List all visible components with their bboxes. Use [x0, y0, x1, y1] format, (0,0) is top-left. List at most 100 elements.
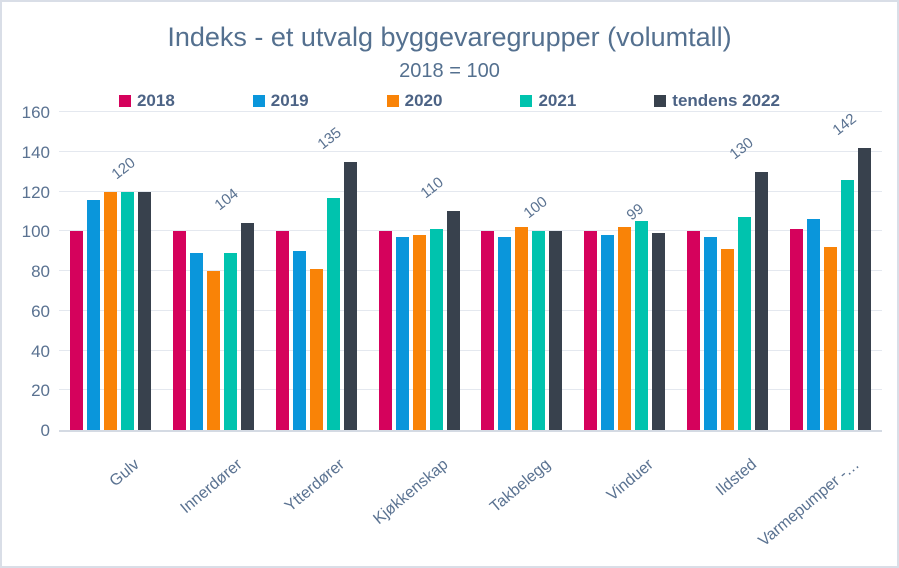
x-axis-label: Innerdører: [177, 456, 246, 518]
bar-2021: [738, 217, 752, 430]
bar-group-ytterdører: 135: [265, 112, 368, 430]
legend-label: 2020: [404, 91, 443, 110]
data-label-tendens-2022: 142: [829, 110, 860, 139]
chart-subtitle: 2018 = 100: [399, 60, 500, 82]
bar-2018: [69, 231, 83, 430]
bar-group-kjøkkenskap: 110: [368, 112, 471, 430]
x-axis-label: Gulv: [106, 456, 143, 491]
data-label-tendens-2022: 135: [314, 123, 345, 153]
legend-label: 2021: [538, 91, 577, 110]
bar-2020: [618, 227, 632, 430]
bar-group-ildsted: 130: [676, 112, 779, 430]
legend-swatch-icon: [118, 95, 131, 107]
bar-2021: [841, 179, 855, 430]
y-axis-tick-label: 120: [21, 182, 50, 202]
bar-2018: [584, 231, 598, 430]
x-axis-category-labels: Gulv Innerdører Ytterdører Kjøkkenskap Takbe…: [59, 444, 882, 564]
legend-item-2021: 2021: [520, 91, 576, 111]
legend: 2018 2019 2020 2021 tendens 2022: [2, 91, 897, 111]
y-axis-tick-label: 40: [31, 341, 50, 361]
data-label-tendens-2022: 100: [520, 193, 551, 223]
legend-swatch-icon: [386, 95, 399, 107]
bar-2018: [481, 231, 495, 430]
bar-tendens-2022: [858, 147, 872, 430]
gridline: [59, 349, 882, 351]
y-axis-tick-label: 0: [40, 421, 50, 440]
bar-tendens-2022: [343, 161, 357, 430]
legend-item-tendens-2022: tendens 2022: [654, 91, 780, 111]
bar-tendens-2022: [549, 231, 563, 430]
x-axis-label: Kjøkkenskap: [369, 456, 452, 528]
x-axis-label: Takbelegg: [487, 456, 554, 516]
bar-tendens-2022: [652, 233, 666, 430]
bar-2020: [824, 247, 838, 430]
bar-group-vinduer: 99: [573, 112, 676, 430]
legend-label: tendens 2022: [672, 91, 781, 110]
gridline: [59, 230, 882, 232]
x-axis-label: Vinduer: [603, 456, 657, 505]
bar-2019: [498, 237, 512, 430]
legend-swatch-icon: [252, 95, 265, 107]
bar-2018: [275, 231, 289, 430]
legend-label: 2018: [136, 91, 175, 110]
plot-area: 120 104 135 110 100 99 130 142: [59, 110, 882, 432]
bar-2020: [103, 191, 117, 430]
bar-2018: [172, 231, 186, 430]
y-axis-tick-label: 160: [21, 103, 50, 122]
bar-2021: [223, 253, 237, 430]
bar-2020: [412, 235, 426, 430]
y-axis-tick-label: 140: [21, 142, 50, 162]
gridline: [59, 270, 882, 271]
bar-2018: [790, 229, 804, 430]
bar-2021: [120, 191, 134, 430]
bar-2021: [635, 221, 649, 430]
x-axis-label: Varmepumper -…: [755, 456, 863, 550]
bar-group-takbelegg: 100: [471, 112, 574, 430]
y-axis-tick-labels: 0 20 40 60 80 100 120 140 160: [2, 103, 50, 440]
bar-2021: [326, 197, 340, 430]
bar-groups: 120 104 135 110 100 99 130 142: [59, 110, 882, 430]
x-axis-label: Ildsted: [712, 456, 760, 500]
y-axis-tick-label: 20: [31, 381, 50, 401]
legend-swatch-icon: [520, 95, 533, 107]
data-label-tendens-2022: 104: [211, 185, 243, 215]
data-label-tendens-2022: 130: [726, 133, 757, 163]
gridline: [59, 389, 882, 391]
bar-2021: [532, 231, 546, 430]
y-axis-tick-label: 100: [21, 222, 50, 242]
bar-2021: [429, 229, 443, 430]
bar-2020: [309, 269, 323, 430]
gridline: [59, 111, 882, 112]
bar-2019: [601, 235, 615, 430]
legend-item-2018: 2018: [118, 91, 175, 111]
bar-tendens-2022: [240, 223, 254, 430]
gridline: [59, 190, 882, 192]
bar-2019: [395, 237, 409, 430]
bar-2020: [515, 227, 529, 430]
bar-tendens-2022: [137, 191, 151, 430]
bar-2019: [704, 237, 718, 430]
bar-2019: [807, 219, 821, 430]
bar-2019: [86, 199, 100, 430]
data-label-tendens-2022: 110: [417, 174, 447, 203]
chart-title: Indeks - et utvalg byggevaregrupper (vol…: [167, 22, 732, 52]
bar-tendens-2022: [755, 171, 769, 430]
bar-2019: [189, 253, 203, 430]
legend-item-2019: 2019: [252, 91, 309, 111]
bar-2018: [687, 231, 701, 430]
gridline: [59, 309, 882, 311]
bar-tendens-2022: [446, 211, 460, 430]
legend-item-2020: 2020: [386, 91, 443, 111]
legend-swatch-icon: [654, 95, 667, 107]
bar-group-gulv: 120: [59, 112, 162, 430]
bar-2020: [721, 249, 735, 430]
x-axis-label: Ytterdører: [282, 456, 349, 516]
bar-2018: [378, 231, 392, 430]
legend-label: 2019: [270, 91, 309, 110]
y-axis-tick-label: 80: [31, 262, 50, 281]
bar-2019: [292, 251, 306, 430]
bar-group-innerdører: 104: [162, 112, 265, 430]
data-label-tendens-2022: 120: [108, 153, 140, 183]
bar-group-varmepumper-: 142: [779, 110, 882, 430]
